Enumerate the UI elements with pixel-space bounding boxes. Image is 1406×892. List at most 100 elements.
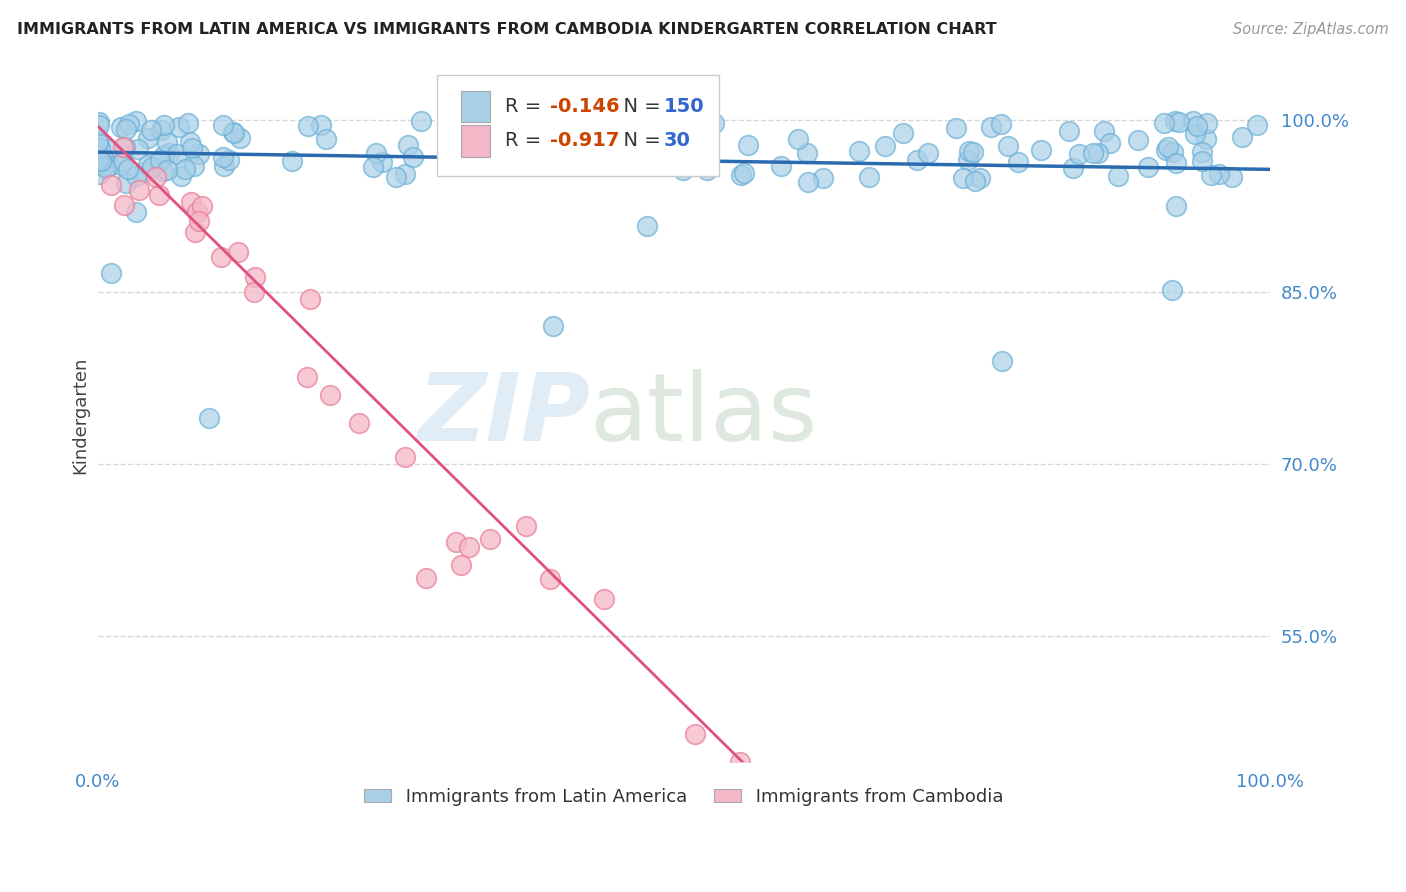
Point	[86, 153, 108, 167]
Point	[94, 153, 117, 168]
Point	[222, 126, 245, 140]
Point	[703, 115, 725, 129]
Point	[394, 450, 416, 464]
Text: IMMIGRANTS FROM LATIN AMERICA VS IMMIGRANTS FROM CAMBODIA KINDERGARTEN CORRELATI: IMMIGRANTS FROM LATIN AMERICA VS IMMIGRA…	[17, 22, 997, 37]
Point	[945, 121, 967, 136]
Point	[243, 285, 266, 299]
Point	[980, 120, 1002, 134]
Point	[187, 147, 209, 161]
Point	[229, 131, 252, 145]
Legend:  Immigrants from Latin America,  Immigrants from Cambodia: Immigrants from Latin America, Immigrant…	[354, 779, 1012, 815]
Point	[1062, 161, 1084, 176]
Point	[139, 122, 162, 136]
Point	[93, 159, 115, 173]
Point	[990, 117, 1012, 131]
Point	[1220, 169, 1243, 184]
Point	[891, 126, 914, 140]
Point	[499, 145, 522, 160]
Point	[153, 119, 176, 133]
Point	[124, 204, 146, 219]
Point	[364, 145, 387, 160]
Point	[212, 159, 235, 173]
Point	[319, 388, 342, 402]
FancyBboxPatch shape	[461, 126, 491, 157]
Point	[114, 121, 136, 136]
Point	[86, 136, 108, 150]
Point	[997, 139, 1019, 153]
Point	[957, 153, 980, 167]
Point	[1081, 146, 1104, 161]
Point	[631, 153, 654, 167]
FancyBboxPatch shape	[461, 91, 491, 122]
Point	[89, 141, 111, 155]
FancyBboxPatch shape	[437, 76, 718, 176]
Point	[1099, 136, 1122, 151]
Point	[1092, 124, 1115, 138]
Point	[797, 175, 820, 189]
Text: Source: ZipAtlas.com: Source: ZipAtlas.com	[1233, 22, 1389, 37]
Point	[613, 119, 636, 133]
Point	[86, 153, 108, 168]
Point	[96, 161, 118, 175]
Point	[672, 163, 695, 178]
Point	[179, 136, 201, 150]
Point	[198, 411, 221, 425]
Point	[730, 755, 752, 769]
Point	[174, 162, 197, 177]
Point	[593, 592, 616, 607]
Point	[1199, 168, 1222, 182]
Text: R =: R =	[506, 131, 548, 151]
Point	[1126, 133, 1149, 147]
Point	[191, 199, 214, 213]
Point	[512, 122, 534, 136]
Point	[733, 166, 755, 180]
Point	[311, 118, 333, 132]
Point	[1154, 144, 1177, 158]
Point	[153, 147, 176, 161]
Point	[696, 163, 718, 178]
Point	[1067, 146, 1090, 161]
Point	[228, 244, 250, 259]
Point	[212, 150, 235, 164]
Point	[848, 145, 870, 159]
Text: 30: 30	[664, 131, 690, 151]
Point	[811, 171, 834, 186]
Point	[650, 116, 672, 130]
Point	[295, 369, 318, 384]
Point	[87, 145, 110, 159]
Point	[1107, 169, 1129, 183]
Point	[134, 165, 156, 179]
Point	[150, 123, 173, 137]
Point	[396, 138, 419, 153]
Text: -0.917: -0.917	[550, 131, 620, 151]
Point	[962, 145, 984, 159]
Point	[384, 169, 406, 184]
Point	[1195, 115, 1218, 129]
Point	[124, 169, 146, 184]
Text: atlas: atlas	[591, 369, 818, 461]
Point	[218, 153, 240, 168]
Point	[186, 205, 208, 219]
Point	[676, 136, 699, 151]
Point	[1184, 127, 1206, 141]
Point	[118, 117, 141, 131]
Point	[281, 154, 304, 169]
Point	[86, 148, 108, 162]
Point	[533, 136, 555, 150]
Point	[1230, 130, 1253, 145]
Point	[1208, 167, 1230, 181]
Point	[488, 113, 510, 128]
Point	[952, 171, 974, 186]
Point	[127, 142, 149, 156]
Point	[730, 168, 752, 182]
Point	[128, 183, 150, 197]
Point	[394, 168, 416, 182]
Point	[411, 113, 433, 128]
Point	[183, 159, 205, 173]
Point	[645, 140, 668, 154]
Point	[957, 144, 980, 158]
Point	[905, 153, 928, 167]
Point	[678, 153, 700, 167]
Point	[100, 266, 122, 280]
Text: ZIP: ZIP	[418, 369, 591, 461]
